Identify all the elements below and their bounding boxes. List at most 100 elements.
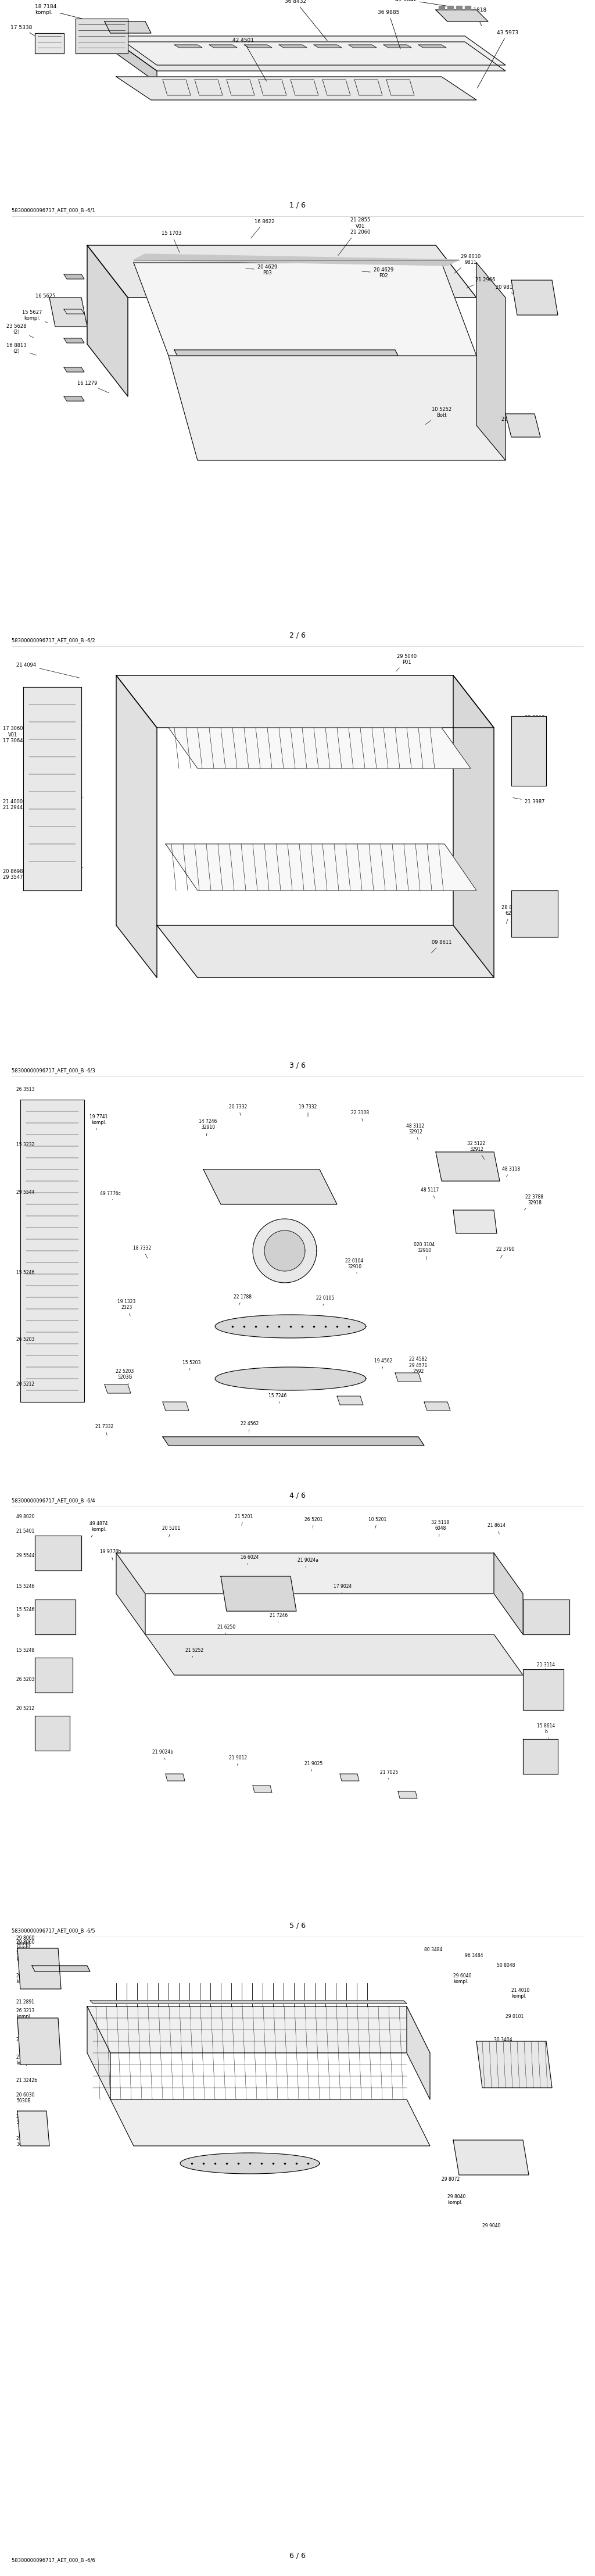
Text: 21 9012: 21 9012 [229, 1754, 248, 1765]
Polygon shape [384, 44, 411, 49]
Text: 48 5117: 48 5117 [421, 1188, 439, 1198]
Text: 17 7301
kompl.: 17 7301 kompl. [16, 1950, 35, 1965]
Polygon shape [105, 21, 151, 33]
Text: 21 2891: 21 2891 [16, 1999, 35, 2004]
Text: 21 8614: 21 8614 [488, 1522, 506, 1535]
Polygon shape [35, 1600, 76, 1633]
Text: 20 4629
P03: 20 4629 P03 [246, 265, 277, 276]
Text: 17 3060
V01
17 3064: 17 3060 V01 17 3064 [3, 724, 83, 744]
Polygon shape [456, 5, 462, 10]
Text: 21 3242b: 21 3242b [16, 2079, 37, 2084]
Polygon shape [203, 1170, 337, 1206]
Text: 21 3987: 21 3987 [513, 799, 544, 804]
Polygon shape [165, 845, 477, 891]
Polygon shape [116, 36, 506, 64]
Polygon shape [477, 2040, 552, 2087]
Polygon shape [165, 1775, 185, 1780]
Polygon shape [116, 77, 477, 100]
Polygon shape [116, 41, 506, 72]
Text: 23 5628
(2): 23 5628 (2) [6, 325, 33, 337]
Text: 5 / 6: 5 / 6 [289, 1922, 306, 1929]
Text: 36 9885: 36 9885 [378, 10, 400, 49]
Text: 96 3484: 96 3484 [465, 1953, 483, 1958]
Text: 21 3242: 21 3242 [16, 2038, 35, 2043]
Text: 48 3116
kompl.: 48 3116 kompl. [537, 1602, 555, 1618]
Polygon shape [105, 1383, 131, 1394]
Text: 1 / 6: 1 / 6 [289, 201, 306, 209]
Text: 09 8611: 09 8611 [431, 940, 452, 953]
Text: 16 5625: 16 5625 [35, 294, 80, 309]
Polygon shape [209, 44, 237, 49]
Polygon shape [264, 1231, 305, 1270]
Text: 21 7025: 21 7025 [380, 1770, 399, 1780]
Text: 3 / 6: 3 / 6 [289, 1061, 306, 1069]
Text: 41 6842: 41 6842 [395, 0, 452, 8]
Text: 20 5201: 20 5201 [162, 1525, 180, 1538]
Polygon shape [506, 415, 540, 438]
Text: 36 8432: 36 8432 [285, 0, 327, 41]
Polygon shape [17, 2110, 49, 2146]
Text: 14 7246
32910: 14 7246 32910 [199, 1118, 217, 1136]
Text: 18 7184
kompl.: 18 7184 kompl. [35, 3, 115, 26]
Polygon shape [511, 716, 546, 786]
Text: 19 1323
2323: 19 1323 2323 [118, 1298, 136, 1316]
Text: 15 5246
b: 15 5246 b [16, 1607, 35, 1618]
Polygon shape [523, 1739, 558, 1775]
Text: 4 / 6: 4 / 6 [289, 1492, 306, 1499]
Text: 58300000096717_AET_000_B -6/5: 58300000096717_AET_000_B -6/5 [12, 1927, 95, 1932]
Polygon shape [116, 1553, 523, 1595]
Text: 48 3112
32912: 48 3112 32912 [406, 1123, 424, 1141]
Text: 20 5212: 20 5212 [16, 1705, 35, 1710]
Polygon shape [87, 245, 128, 397]
Text: 10 5201: 10 5201 [369, 1517, 387, 1528]
Polygon shape [162, 1401, 189, 1412]
Polygon shape [337, 1396, 363, 1404]
Text: 21 5201: 21 5201 [235, 1515, 253, 1525]
Polygon shape [134, 263, 477, 355]
Polygon shape [20, 1100, 84, 1401]
Text: 49 7776c: 49 7776c [100, 1190, 121, 1200]
Polygon shape [145, 1633, 523, 1674]
Text: 21 6030
30B: 21 6030 30B [16, 2136, 35, 2146]
Text: 50 8048: 50 8048 [497, 1963, 515, 1968]
Text: 21 4010
kompl.: 21 4010 kompl. [511, 1989, 530, 1999]
Text: 18 7332: 18 7332 [133, 1247, 152, 1257]
Text: 20 9817: 20 9817 [496, 286, 516, 296]
Text: 21 5252: 21 5252 [186, 1649, 203, 1656]
Polygon shape [395, 1373, 421, 1381]
Text: 19 4562: 19 4562 [374, 1358, 393, 1368]
Polygon shape [453, 675, 494, 979]
Polygon shape [349, 44, 377, 49]
Text: 15 5246: 15 5246 [16, 1270, 35, 1275]
Polygon shape [23, 688, 82, 891]
Text: 29 5040
P01: 29 5040 P01 [396, 654, 416, 672]
Text: 29 8010
9811: 29 8010 9811 [455, 255, 481, 273]
Polygon shape [168, 726, 471, 768]
Polygon shape [134, 255, 459, 265]
Text: 22 3108: 22 3108 [351, 1110, 369, 1121]
Polygon shape [279, 44, 307, 49]
Text: 43 5973: 43 5973 [477, 31, 518, 88]
Polygon shape [35, 33, 64, 54]
Text: 32 5118
6048: 32 5118 6048 [431, 1520, 449, 1538]
Text: 58300000096717_AET_000_B -6/4: 58300000096717_AET_000_B -6/4 [12, 1497, 95, 1502]
Text: 22 4562: 22 4562 [241, 1422, 259, 1432]
Text: 28 8040
6247: 28 8040 6247 [502, 904, 521, 925]
Text: 020 3104
32910: 020 3104 32910 [414, 1242, 435, 1260]
Polygon shape [17, 1947, 61, 1989]
Text: 21 9025: 21 9025 [305, 1762, 323, 1772]
Polygon shape [64, 337, 84, 343]
Text: 29 9040: 29 9040 [483, 2223, 500, 2228]
Text: 17 9024: 17 9024 [334, 1584, 352, 1595]
Polygon shape [35, 1535, 82, 1571]
Polygon shape [87, 2007, 430, 2053]
Text: 58300000096717_AET_000_B -6/2: 58300000096717_AET_000_B -6/2 [12, 639, 95, 644]
Polygon shape [418, 44, 446, 49]
Text: 16 1279: 16 1279 [77, 381, 109, 394]
Polygon shape [76, 18, 128, 54]
Polygon shape [494, 1553, 523, 1633]
Text: 21 5401: 21 5401 [16, 1528, 35, 1533]
Polygon shape [439, 5, 444, 10]
Polygon shape [523, 1669, 563, 1710]
Text: 26 5203: 26 5203 [16, 1337, 35, 1342]
